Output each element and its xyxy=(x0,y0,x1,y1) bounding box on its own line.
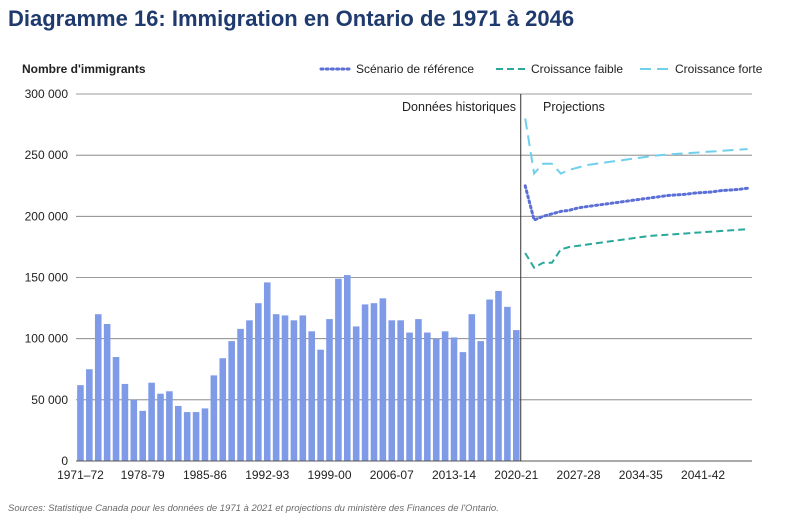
bar xyxy=(441,331,449,461)
bar xyxy=(148,382,155,461)
grid-lines xyxy=(76,93,752,401)
source-note: Sources: Statistique Canada pour les don… xyxy=(8,503,499,514)
bar xyxy=(361,304,369,461)
bar xyxy=(183,412,191,461)
y-axis-title: Nombre d'immigrants xyxy=(22,62,146,76)
bar xyxy=(130,399,138,461)
bar xyxy=(495,290,502,461)
x-tick-label: 2034-35 xyxy=(619,468,663,482)
bar xyxy=(477,341,485,461)
historical-region-label: Données historiques xyxy=(402,100,516,114)
bar xyxy=(335,278,342,461)
bar xyxy=(299,315,307,461)
bar xyxy=(166,391,173,461)
bar xyxy=(86,369,93,461)
legend-item-high-growth: Croissance forte xyxy=(640,62,763,76)
bar xyxy=(504,306,511,461)
x-tick-label: 1999-00 xyxy=(307,468,351,482)
bar xyxy=(486,299,493,461)
bar xyxy=(139,410,147,461)
x-tick-label: 2013-14 xyxy=(432,468,476,482)
legend-item-low-growth: Croissance faible xyxy=(496,62,623,76)
x-tick-label: 2006-07 xyxy=(370,468,414,482)
bar xyxy=(352,326,360,461)
bar xyxy=(157,393,164,461)
legend-label-low-growth: Croissance faible xyxy=(531,62,623,76)
y-tick-label: 250 000 xyxy=(25,148,69,162)
x-tick-labels: 1971–72 1978-79 1985-86 1992-93 1999-00 2006-… xyxy=(57,468,725,482)
bar xyxy=(94,314,102,461)
bar xyxy=(370,303,378,461)
y-tick-label: 300 000 xyxy=(25,87,69,101)
bar xyxy=(281,315,289,461)
y-tick-label: 150 000 xyxy=(25,271,69,285)
y-tick-labels: 0 50 000 100 000 150 000 200 000 250 000 300 0… xyxy=(25,87,69,468)
bar xyxy=(255,303,262,461)
bar xyxy=(237,328,244,461)
bar xyxy=(432,338,440,461)
legend-label-high-growth: Croissance forte xyxy=(675,62,763,76)
bar xyxy=(246,320,253,461)
x-tick-label: 2027-28 xyxy=(557,468,601,482)
y-tick-label: 0 xyxy=(61,454,68,468)
bar xyxy=(174,405,182,461)
bar xyxy=(228,341,235,461)
legend: Scénario de référence Croissance faible … xyxy=(319,62,763,76)
bar xyxy=(192,412,200,461)
bar xyxy=(406,332,413,461)
bar xyxy=(450,337,458,461)
x-tick-label: 1992-93 xyxy=(245,468,289,482)
axes xyxy=(76,94,752,462)
bar xyxy=(77,385,84,461)
legend-item-reference: Scénario de référence xyxy=(319,62,474,76)
y-tick-label: 200 000 xyxy=(25,209,69,223)
series-line-1 xyxy=(524,228,748,270)
projections-region-label: Projections xyxy=(543,100,605,114)
bar xyxy=(397,320,404,461)
bar xyxy=(121,383,129,461)
bar xyxy=(379,298,387,461)
bar xyxy=(388,320,396,461)
x-tick-label: 1971–72 xyxy=(57,468,104,482)
bar xyxy=(112,357,120,461)
bar xyxy=(103,323,111,461)
bar xyxy=(272,314,280,461)
legend-label-reference: Scénario de référence xyxy=(356,62,474,76)
historical-bars xyxy=(77,275,520,461)
y-tick-label: 100 000 xyxy=(25,332,69,346)
bar xyxy=(308,331,316,461)
x-tick-label: 2041-42 xyxy=(681,468,725,482)
bar xyxy=(263,282,271,461)
series-line-0 xyxy=(523,184,750,223)
projection-lines xyxy=(523,118,750,270)
bar xyxy=(201,408,209,461)
series-line-2 xyxy=(524,118,748,176)
x-tick-label: 1978-79 xyxy=(121,468,165,482)
y-tick-label: 50 000 xyxy=(31,393,68,407)
x-tick-label: 2020-21 xyxy=(494,468,538,482)
bar xyxy=(424,332,431,461)
bar xyxy=(317,349,324,461)
bar xyxy=(343,275,351,461)
bar xyxy=(468,314,476,461)
immigration-chart: 0 50 000 100 000 150 000 200 000 250 000 300 0… xyxy=(22,62,763,482)
x-tick-label: 1985-86 xyxy=(183,468,227,482)
bar xyxy=(415,319,422,461)
bar xyxy=(290,320,298,461)
bar xyxy=(459,352,467,461)
bar xyxy=(512,330,520,461)
chart-title: Diagramme 16: Immigration en Ontario de … xyxy=(8,6,575,31)
bar xyxy=(210,375,218,461)
bar xyxy=(219,358,227,461)
bar xyxy=(326,319,333,461)
